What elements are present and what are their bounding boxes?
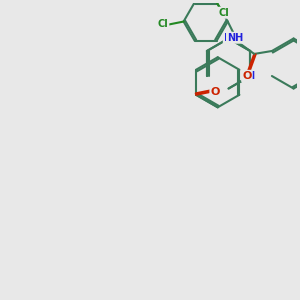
Text: O: O bbox=[242, 71, 252, 81]
Text: O: O bbox=[211, 87, 220, 97]
Text: N: N bbox=[246, 71, 255, 81]
Text: Cl: Cl bbox=[219, 8, 230, 18]
Text: Cl: Cl bbox=[158, 20, 168, 29]
Text: NH: NH bbox=[227, 33, 243, 43]
Text: N: N bbox=[224, 34, 233, 44]
